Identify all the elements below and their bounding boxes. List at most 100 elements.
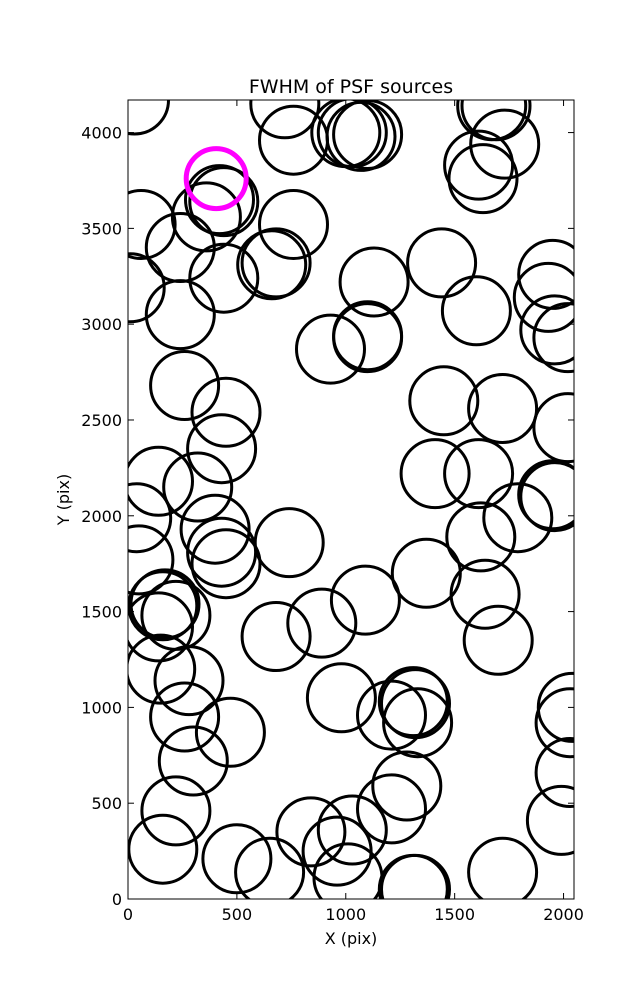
- source-marker: [128, 591, 194, 663]
- y-tick-label: 1500: [81, 603, 122, 622]
- source-marker: [440, 275, 512, 347]
- source-marker: [316, 794, 388, 866]
- chart-title: FWHM of PSF sources: [249, 76, 453, 98]
- y-tick-label: 500: [91, 794, 122, 813]
- source-marker: [128, 252, 166, 324]
- source-marker: [519, 294, 574, 366]
- x-axis-label: X (pix): [325, 929, 378, 948]
- source-marker: [512, 261, 574, 333]
- source-marker: [377, 853, 449, 899]
- source-marker: [447, 143, 519, 215]
- source-marker: [236, 229, 308, 301]
- source-marker: [157, 725, 229, 797]
- source-marker: [482, 482, 554, 554]
- source-marker: [194, 696, 266, 768]
- source-marker: [258, 104, 329, 176]
- source-marker: [445, 501, 517, 573]
- source-marker: [188, 166, 260, 238]
- source-marker: [240, 601, 312, 672]
- source-marker: [519, 461, 574, 533]
- source-marker: [286, 587, 358, 659]
- source-marker: [534, 687, 574, 759]
- y-tick-label: 2000: [81, 507, 122, 526]
- source-marker: [149, 681, 221, 753]
- source-marker: [332, 302, 404, 374]
- source-marker: [312, 842, 384, 899]
- source-marker: [128, 633, 197, 705]
- source-marker: [371, 750, 443, 822]
- source-marker: [462, 604, 534, 676]
- source-marker: [382, 687, 454, 759]
- x-tick-label: 500: [222, 905, 253, 924]
- source-marker: [390, 537, 462, 609]
- source-marker: [188, 242, 260, 314]
- source-marker: [532, 392, 574, 464]
- source-marker: [443, 129, 515, 201]
- source-marker: [534, 737, 574, 808]
- source-marker: [356, 773, 427, 845]
- source-marker: [128, 813, 199, 885]
- y-tick-label: 0: [112, 890, 122, 909]
- source-marker: [329, 564, 401, 636]
- source-marker: [190, 376, 262, 448]
- y-tick-label: 3500: [81, 219, 122, 238]
- source-marker: [149, 350, 221, 421]
- source-marker: [456, 100, 528, 142]
- source-marker: [517, 459, 574, 531]
- source-marker: [449, 558, 521, 630]
- source-marker: [144, 212, 216, 283]
- source-marker: [249, 100, 321, 140]
- source-marker: [525, 784, 574, 856]
- source-marker: [234, 836, 306, 899]
- source-marker: [377, 666, 449, 738]
- source-marker: [128, 524, 175, 596]
- source-marker: [153, 645, 225, 717]
- x-tick-label: 0: [123, 905, 133, 924]
- source-marker: [406, 227, 478, 299]
- source-marker: [201, 823, 273, 895]
- source-marker: [408, 365, 480, 437]
- x-tick-label: 2000: [543, 905, 584, 924]
- y-tick-label: 2500: [81, 411, 122, 430]
- source-marker: [532, 302, 574, 374]
- source-marker: [316, 100, 388, 169]
- y-axis-label: Y (pix): [54, 474, 73, 526]
- source-marker: [162, 451, 234, 523]
- source-marker: [305, 662, 377, 734]
- source-marker: [144, 279, 216, 351]
- source-marker: [128, 100, 170, 136]
- source-marker: [467, 373, 539, 444]
- source-marker: [129, 568, 201, 640]
- plot-area: [128, 100, 574, 899]
- y-tick-label: 1000: [81, 698, 122, 717]
- source-marker: [128, 189, 177, 260]
- source-marker: [295, 313, 366, 385]
- axes-frame: [127, 99, 575, 900]
- source-marker: [240, 227, 312, 299]
- source-marker: [275, 796, 347, 868]
- axes: 0 500 1000 1500 2000 0 500 1000 1500 2000 2500 3000…: [81, 99, 584, 924]
- y-tick-label: 3000: [81, 315, 122, 334]
- source-marker: [399, 438, 471, 510]
- highlight-marker: [183, 146, 249, 212]
- x-tick-label: 1000: [325, 905, 366, 924]
- source-marker: [253, 507, 325, 579]
- source-marker: [184, 164, 255, 236]
- source-marker: [467, 836, 539, 899]
- source-marker: [258, 189, 329, 260]
- source-marker: [128, 482, 173, 554]
- x-tick-label: 1500: [434, 905, 475, 924]
- source-marker: [128, 445, 194, 517]
- source-marker: [469, 108, 541, 180]
- source-marker: [186, 413, 258, 485]
- source-marker: [179, 493, 251, 565]
- source-marker: [186, 516, 258, 588]
- source-marker: [170, 181, 242, 253]
- source-marker: [356, 679, 427, 751]
- source-marker: [338, 246, 410, 318]
- y-tick-label: 4000: [81, 124, 122, 143]
- source-marker: [443, 438, 515, 510]
- source-marker: [190, 528, 262, 600]
- source-marker: [128, 570, 199, 642]
